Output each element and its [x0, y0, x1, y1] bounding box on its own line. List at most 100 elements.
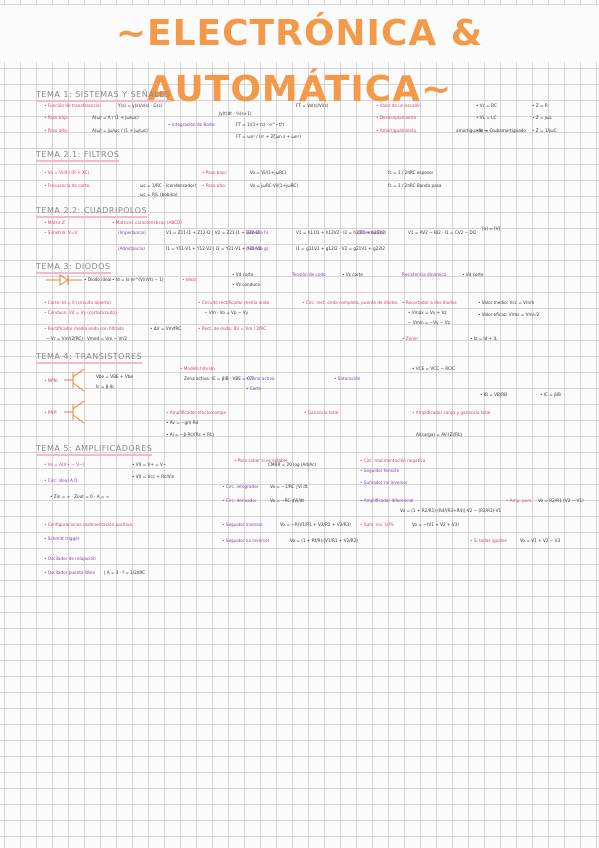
section-tema4: TEMA 4: TRANSISTORES — [36, 352, 143, 364]
section-tema22: TEMA 2.2: CUADRIPOLOS — [36, 206, 147, 218]
t21-divisor: • Vo = Vi·R / (R + XC) — [44, 170, 90, 175]
t5-suminv: • Sum. inv. 10% — [360, 522, 394, 527]
t22-imp-f: V1 = Z11·I1 + Z12·I2 | V2 = Z21·I1 + Z22… — [166, 230, 260, 235]
t3-ideal: • Diodo ideal — [84, 277, 112, 282]
t22-simetria: • Simetría: V=V — [44, 230, 78, 235]
t1-vc: • Vc = RC — [476, 103, 497, 108]
t5-v0: • V0 = V+ = V− — [132, 462, 167, 467]
t5-iguales: • Si todas iguales — [470, 538, 507, 543]
t3-vd-cond: • Vz conduce — [232, 282, 260, 287]
t4-ib: • IB = VB/RB — [480, 392, 508, 397]
t3-vrms: • Valor eficaz: Vrms = Vm/√2 — [478, 312, 540, 317]
t4-activa: • Zona activa — [246, 376, 275, 381]
t4-gan: • Ganancia total — [304, 410, 339, 415]
t5-schmitt: • Schmitt trigger — [44, 536, 80, 541]
t5-sumnoinv: • Sumador no inversor — [360, 480, 408, 485]
t22-adm: (Admitancia) — [118, 246, 145, 251]
t3-iz: • Iz = Id + IL — [470, 336, 498, 341]
t1-pasobajo: • Paso bajo: — [44, 115, 70, 120]
t5-realneg: • Circ. realimentación negativa — [360, 458, 426, 463]
t3-vmax: • Vmáx = Vγ + Vz — [408, 310, 447, 315]
t22-g: (Híbrida g) — [246, 246, 269, 251]
t3-rectfilt: • Rectificador media onda con filtrado — [44, 326, 124, 331]
t4-hibrido: Vbe = VBE + Vbe — [96, 374, 133, 379]
t5-wien: • Oscilador puente Wien — [44, 570, 96, 575]
t3-vmin: − Vmín = −Vγ − Vz — [408, 320, 450, 325]
t3-rectfilt-f: − Vr = Vm/(2fRC) · Vmed = Vm − Vr/2 — [46, 336, 128, 341]
t21-c2: fc = 1 / 2πRC Banda pasa — [388, 183, 442, 188]
t1-bode: • Integración de Bode: — [168, 122, 216, 127]
t4-ic: Ic = β·Ib — [96, 384, 114, 389]
t4-ic2: • IC = βIB — [540, 392, 561, 397]
t5-inv-f: Vo = −R(V1/R1 + V2/R2 + V3/R3) — [280, 522, 351, 527]
t22-av: [a] = [V] — [482, 226, 501, 231]
pnp-transistor-icon — [64, 400, 85, 424]
t5-realpos: • Configuraciones realimentación positiv… — [44, 522, 132, 527]
t4-fet: • Amplificador efecto campo — [166, 410, 227, 415]
section-tema1: TEMA 1: SISTEMAS Y SEÑALES — [36, 90, 171, 102]
t4-carga-f: Ai(carga) = AV·(Zi/RL) — [416, 432, 462, 437]
t4-carga: • Amplificador carga y ganancia total — [412, 410, 491, 415]
t3-conduce: • Conduce: Vd = Vγ (cortocircuito) — [44, 310, 117, 315]
t1-pasobajo-formula: A(ω) = A / (1 + jω/ωc) — [92, 115, 139, 120]
t5-integ: • Circ. integrador — [222, 484, 259, 489]
t3-rectmo-f: − Vm · Vo = Vp − Vγ — [204, 310, 249, 315]
t22-abcd: • Matrices características (ABCD) — [112, 220, 182, 225]
t1-zl: • Z = jωL — [532, 115, 552, 120]
t3-vmed: • Valor medio: Vcc = Vm/π — [478, 300, 534, 305]
diode-symbol-icon — [46, 274, 82, 286]
t22-trans-f: V1 = AV2 − BI2 · I1 = CV2 − DI2 — [408, 230, 477, 235]
t4-sat: • Saturación — [334, 376, 361, 381]
t21-fcorte: • Frecuencia de corte: — [44, 183, 91, 188]
t4-corte: • Corte — [246, 386, 262, 391]
t1-ic: • Ic = C — [476, 128, 493, 133]
t21-pa-f: Vo = jωRC·Vi/(1+jωRC) — [250, 183, 298, 188]
t5-noinv-f: Vo = (1 + Rf/R)·(V1/R1 + V2/R2) — [290, 538, 358, 543]
t3-vd2: • Vd corte — [462, 272, 484, 277]
t5-deriv-f: Vo = −RC·dVi/dt — [270, 498, 305, 503]
t5-estable: • Para saber si es estable — [234, 458, 288, 463]
t5-inv: • Seguidor inversor — [222, 522, 263, 527]
t5-iguales-f: Vo = V1 + V2 − V3 — [520, 538, 561, 543]
t5-relaj: • Oscilador de relajación — [44, 556, 96, 561]
t1-desacop: • Desacoplamiento — [376, 115, 417, 120]
t1-vl: • VL = LC — [476, 115, 497, 120]
t22-trans: (Transmisión) — [358, 230, 387, 235]
t22-imp: (Impedancia) — [118, 230, 146, 235]
t4-modelo-f: Zona activa: IC = βIB · VBE = 0.7 — [184, 376, 254, 381]
t4-ai-f: • Ai = −β·Rc/(Rc + RL) — [166, 432, 215, 437]
npn-transistor-icon — [64, 368, 85, 392]
t1-bode-formulas: ∫y(t)dt · ½(s+1) — [218, 111, 252, 116]
t22-adm-f: I1 = Y11·V1 + Y12·V2 | I2 = Y21·V1 + Y22… — [166, 246, 262, 251]
t5-integ-f: Vo = −1/RC ∫Vi dt — [270, 484, 308, 489]
t5-v0b: • V0 = Vcc + Rc/Vin — [132, 474, 175, 479]
section-tema3: TEMA 3: DIODOS — [36, 262, 111, 274]
t21-c1: fc = 1 / 2πRC espesor — [388, 170, 434, 175]
t5-ve: • Ve = A(V+ − V−) — [44, 462, 85, 467]
t4-npn: • NPN: — [44, 378, 59, 383]
t3-corte: • Corte: Id = 0 (circuito abierto) — [44, 300, 111, 305]
t22-matriz: • Matriz Z — [44, 220, 65, 225]
t1-pasoalto: • Paso alto: — [44, 128, 69, 133]
t1-escalon: • Valor de un escalón — [376, 103, 421, 108]
t4-pnp: • PNP: — [44, 410, 58, 415]
section-tema5: TEMA 5: AMPLIFICADORES — [36, 444, 153, 456]
page-title: ~ELECTRÓNICA & AUTOMÁTICA~ — [0, 6, 599, 110]
t3-rectonda: • Rect. de onda: ΔV = Vm / 2fRC — [198, 326, 267, 331]
t5-cmrr: CMRR = 20 log (Ad/Ac) — [268, 462, 317, 467]
t1-transfer: • Función de transferencia: — [44, 103, 101, 108]
t5-ideal-f: • Zin = ∞ · Zout = 0 · A = ∞ — [50, 494, 110, 499]
t21-pa: • Paso alto: — [202, 183, 227, 188]
t3-res: Resistencia dinámica — [402, 272, 447, 277]
t5-seg: • Seguidor tensión — [360, 468, 400, 473]
t5-dif-f: Vo = (1 + R2/R1)·(R4/(R3+R4))·V2 − (R2/R… — [400, 508, 502, 513]
t22-g-f: I1 = g11V1 + g12I2 · V2 = g21V1 + g22I2 — [296, 246, 385, 251]
t1-transfer-formula: Y(s) = y(s)/x(s) · G(s) — [118, 103, 163, 108]
t3-vz: • Vz corte — [342, 272, 363, 277]
t3-recort: • Recortador a dos diodos — [402, 300, 457, 305]
t21-fcorte-f2: ωc = R/L (bobina) — [140, 192, 178, 197]
t5-puro: • Amp. puro — [506, 498, 532, 503]
t3-ideal2: • Ideal — [182, 277, 196, 282]
t21-pb-f: Vo = Vi/(1+jωRC) — [250, 170, 287, 175]
